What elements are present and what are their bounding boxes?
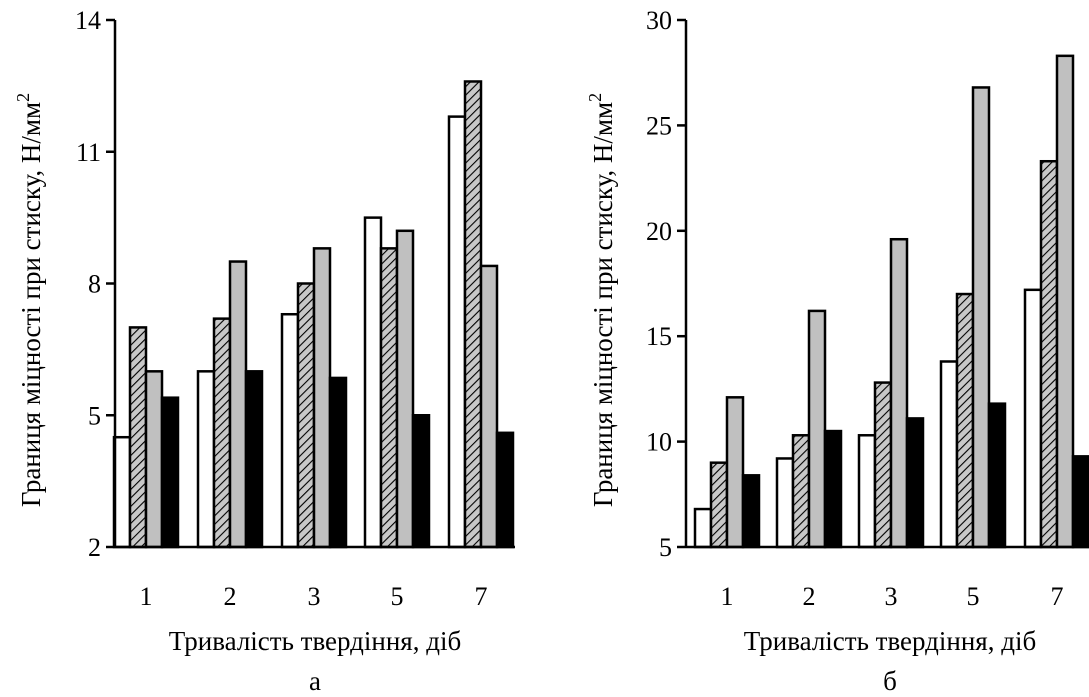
y-axis-label-superscript: 2 [585,93,605,102]
bar-white-cat-1 [112,435,132,549]
x-tick-label: 1 [721,582,734,611]
x-tick-label: 3 [885,582,898,611]
x-tick-label: 3 [308,582,321,611]
y-tick-label: 11 [76,138,101,167]
bar-black-cat-2 [823,429,843,549]
y-axis-label-text: Границя міцності при стиску, Н/мм [16,102,46,507]
bar-white-cat-2 [196,370,216,549]
bar-white-cat-3 [280,312,300,549]
bar-gray-cat-3 [312,247,332,549]
bar-gray-cat-7 [1055,54,1075,549]
chart-a: 2 5 8 11 14 1 2 3 5 7 Тривалість твердіння, діб а Гр… [13,6,515,696]
bar-black-cat-1 [741,474,761,549]
bar-black-cat-3 [328,376,348,549]
bar-hatched-cat-3 [296,282,316,549]
bar-gray-cat-1 [725,396,745,549]
bar-black-cat-1 [160,396,180,549]
y-tick-label: 8 [88,270,101,299]
bar-gray-cat-2 [228,260,248,549]
y-tick-label: 15 [646,322,672,351]
bar-hatched-cat-3 [873,381,893,549]
bar-white-cat-3 [857,434,877,549]
bar-white-cat-1 [693,507,713,549]
bar-hatched-cat-7 [463,80,483,549]
y-tick-label: 25 [646,111,672,140]
x-tick-label: 5 [391,582,404,611]
bar-hatched-cat-1 [128,326,148,549]
bar-black-cat-2 [244,370,264,549]
bar-gray-cat-1 [144,370,164,549]
bar-white-cat-5 [939,360,959,549]
x-tick-label: 2 [803,582,816,611]
x-tick-label: 5 [967,582,980,611]
chart-b: 5 10 15 20 25 30 1 2 3 5 7 Тривалість твердіння, ді… [585,6,1089,696]
bar-gray-cat-7 [479,264,499,549]
bar-hatched-cat-2 [791,434,811,549]
bar-gray-cat-5 [971,86,991,549]
y-tick-label: 5 [659,533,672,562]
y-axis-label: Границя міцності при стиску, Н/мм2 [585,93,618,507]
bar-black-cat-5 [411,414,431,549]
y-tick-label: 5 [88,401,101,430]
x-tick-label: 7 [1051,582,1064,611]
x-tick-label: 2 [224,582,237,611]
bar-hatched-cat-7 [1039,159,1059,549]
bar-white-cat-7 [447,115,467,549]
y-tick-label: 20 [646,217,672,246]
y-tick-label: 30 [646,6,672,35]
bar-black-cat-7 [495,431,515,549]
bar-hatched-cat-1 [709,461,729,549]
panel-label: а [309,666,321,696]
y-axis-label-superscript: 2 [13,93,33,102]
bar-hatched-cat-2 [212,317,232,549]
bar-white-cat-2 [775,457,795,549]
y-tick-label: 10 [646,428,672,457]
x-tick-label: 7 [475,582,488,611]
bar-white-cat-7 [1023,288,1043,549]
bar-gray-cat-3 [889,237,909,549]
bar-black-cat-7 [1071,455,1089,549]
y-tick-label: 2 [88,533,101,562]
bar-white-cat-5 [363,216,383,549]
y-axis-label: Границя міцності при стиску, Н/мм2 [13,93,46,507]
x-axis-label: Тривалість твердіння, діб [744,626,1036,656]
bar-hatched-cat-5 [955,292,975,549]
bar-black-cat-5 [987,402,1007,549]
bar-hatched-cat-5 [379,247,399,549]
y-axis-label-text: Границя міцності при стиску, Н/мм [588,102,618,507]
x-axis-label: Тривалість твердіння, діб [169,626,461,656]
panel-label: б [883,666,897,696]
x-tick-label: 1 [140,582,153,611]
y-tick-label: 14 [75,6,101,35]
bar-gray-cat-5 [395,229,415,549]
bar-black-cat-3 [905,417,925,549]
bar-gray-cat-2 [807,309,827,549]
